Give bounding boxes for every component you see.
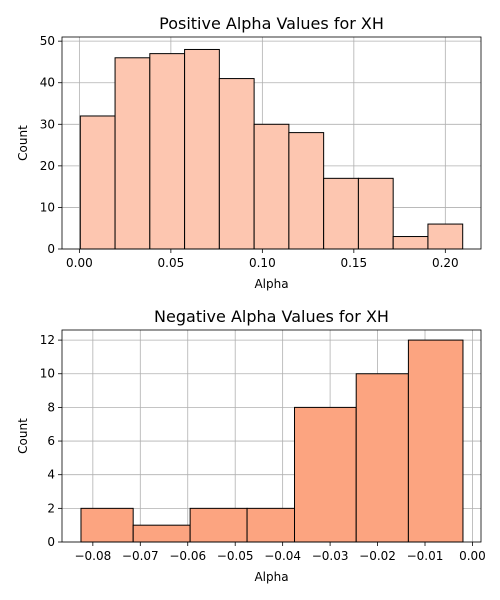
y-tick-label: 4 (47, 468, 55, 482)
histogram-bar (149, 53, 186, 250)
y-tick-label: 20 (40, 159, 55, 173)
y-tick-label: 0 (47, 535, 55, 549)
plot-frame (61, 329, 482, 543)
axis-ticks: 0.00 0.05 0.10 0.15 0.20 0 10 20 30 40 50 (40, 34, 459, 270)
negative-alpha-histogram: −0.08 −0.07 −0.06 −0.05 −0.04 −0.03 −0.02 −0.01… (16, 307, 486, 584)
x-tick-label: 0.10 (249, 256, 276, 270)
x-tick-label: −0.05 (217, 549, 254, 563)
y-tick-label: 30 (40, 117, 55, 131)
y-tick-label: 0 (47, 242, 55, 256)
y-axis-label: Count (16, 125, 30, 161)
chart-title: Positive Alpha Values for XH (159, 14, 384, 33)
y-tick-label: 12 (40, 333, 55, 347)
histogram-bar (246, 507, 296, 543)
x-tick-label: 0.05 (158, 256, 185, 270)
x-tick-label: −0.07 (122, 549, 159, 563)
y-tick-label: 2 (47, 501, 55, 515)
histogram-bars (79, 48, 464, 250)
x-axis-label: Alpha (254, 570, 288, 584)
histogram-bars (80, 339, 464, 543)
histogram-bar (253, 123, 290, 250)
histogram-bar (189, 507, 248, 543)
histogram-bar (132, 524, 191, 543)
histogram-bar (392, 236, 429, 250)
x-tick-label: −0.04 (264, 549, 301, 563)
x-tick-label: 0.00 (66, 256, 93, 270)
histogram-bar (323, 177, 359, 250)
histogram-bar (355, 373, 409, 543)
histogram-bar (80, 507, 134, 543)
y-tick-label: 10 (40, 367, 55, 381)
y-tick-label: 8 (47, 400, 55, 414)
y-tick-label: 40 (40, 76, 55, 90)
histogram-bar (357, 177, 394, 250)
y-tick-label: 10 (40, 200, 55, 214)
histogram-bar (294, 406, 357, 543)
histogram-bar (114, 57, 151, 250)
y-axis-label: Count (16, 418, 30, 454)
x-tick-label: 0.15 (340, 256, 367, 270)
x-tick-label: −0.03 (312, 549, 349, 563)
histogram-bar (218, 78, 255, 250)
histogram-bar (288, 132, 325, 250)
x-tick-label: 0.20 (432, 256, 459, 270)
histogram-bar (79, 115, 116, 250)
histogram-bar (427, 223, 464, 250)
x-tick-label: −0.01 (407, 549, 444, 563)
plot-frame (61, 36, 482, 250)
x-tick-label: −0.08 (74, 549, 111, 563)
chart-title: Negative Alpha Values for XH (154, 307, 389, 326)
axis-ticks: −0.08 −0.07 −0.06 −0.05 −0.04 −0.03 −0.02 −0.01… (40, 333, 486, 563)
y-tick-label: 50 (40, 34, 55, 48)
x-tick-label: −0.06 (169, 549, 206, 563)
y-tick-label: 6 (47, 434, 55, 448)
x-axis-label: Alpha (254, 277, 288, 291)
x-tick-label: −0.02 (359, 549, 396, 563)
histogram-bar (407, 339, 464, 543)
histogram-bar (184, 48, 220, 250)
x-tick-label: 0.00 (459, 549, 486, 563)
positive-alpha-histogram: 0.00 0.05 0.10 0.15 0.20 0 10 20 30 40 50 Positive… (16, 14, 482, 291)
